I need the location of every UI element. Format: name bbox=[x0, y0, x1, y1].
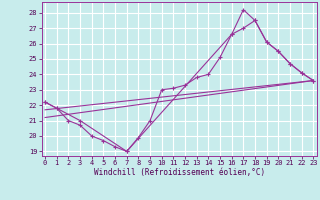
X-axis label: Windchill (Refroidissement éolien,°C): Windchill (Refroidissement éolien,°C) bbox=[94, 168, 265, 177]
